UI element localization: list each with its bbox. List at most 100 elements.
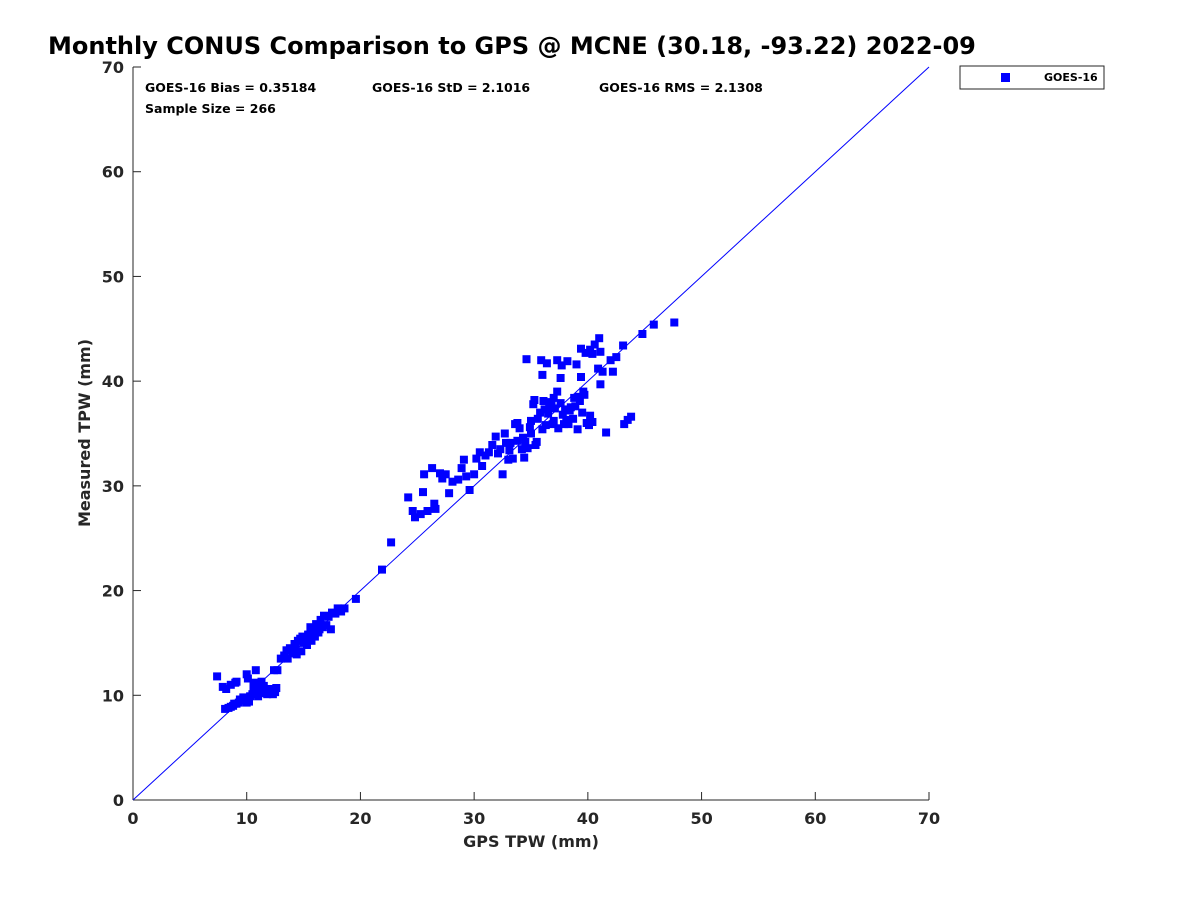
data-point (245, 697, 253, 706)
data-point (581, 348, 590, 357)
data-point (540, 405, 549, 414)
data-point (438, 474, 447, 483)
data-point (554, 424, 563, 433)
data-point (491, 432, 500, 441)
data-point (619, 341, 628, 350)
data-point (596, 347, 605, 356)
data-point (562, 415, 571, 424)
legend-box (959, 65, 1105, 90)
y-tick-label: 30 (102, 477, 124, 496)
data-point (307, 636, 316, 645)
data-point (324, 612, 333, 621)
data-point (331, 609, 340, 618)
data-point (649, 320, 658, 329)
data-point (312, 620, 321, 629)
data-point (243, 674, 252, 683)
data-point (488, 441, 497, 449)
data-point (340, 604, 349, 613)
x-tick-label: 40 (577, 809, 599, 828)
data-point (309, 626, 318, 635)
data-point (498, 470, 507, 479)
data-point (602, 428, 611, 437)
data-point (472, 454, 481, 463)
data-point (574, 392, 583, 401)
data-point (523, 444, 532, 453)
data-point (561, 405, 570, 414)
data-point (627, 412, 636, 421)
data-point (506, 438, 515, 447)
data-point (258, 689, 267, 698)
data-point (565, 406, 574, 415)
goes16-points (213, 318, 679, 713)
data-point (297, 647, 306, 656)
data-point (577, 344, 585, 353)
data-point (470, 470, 479, 479)
data-point (249, 678, 258, 687)
data-point (515, 424, 524, 433)
data-point (502, 438, 510, 447)
data-point (322, 621, 331, 630)
data-point (484, 448, 493, 457)
data-point (544, 409, 553, 418)
data-point (213, 672, 222, 681)
data-point (436, 469, 444, 478)
data-point (404, 493, 413, 502)
data-point (288, 649, 297, 658)
data-point (548, 420, 557, 429)
data-point (557, 361, 566, 370)
data-point (478, 462, 487, 470)
data-point (530, 396, 539, 404)
data-point (298, 632, 307, 641)
data-point (423, 507, 432, 515)
data-point (527, 416, 535, 425)
data-point (260, 685, 269, 693)
x-tick-label: 0 (127, 809, 138, 828)
data-point (454, 475, 463, 484)
data-point (549, 393, 558, 402)
data-point (588, 349, 597, 358)
legend-marker-goes16 (1001, 73, 1010, 82)
data-point (536, 408, 545, 417)
x-tick-label: 60 (804, 809, 826, 828)
data-point (251, 666, 260, 675)
data-point (257, 677, 266, 686)
data-point (411, 513, 419, 522)
data-point (577, 373, 585, 381)
plot-area (132, 67, 929, 801)
data-point (387, 538, 396, 547)
data-point (508, 454, 517, 463)
data-point (538, 425, 547, 434)
data-point (563, 357, 572, 366)
data-point (556, 374, 565, 382)
data-point (445, 489, 454, 498)
data-point (419, 488, 427, 497)
data-point (310, 632, 319, 641)
data-point (571, 402, 580, 411)
data-point (251, 688, 260, 697)
x-axis: 0 10 20 30 40 50 60 70 (127, 792, 940, 828)
y-tick-label: 70 (102, 58, 124, 77)
data-point (527, 429, 535, 438)
data-point (569, 414, 578, 423)
data-point (558, 410, 567, 419)
data-point (620, 420, 629, 429)
data-point (462, 472, 471, 481)
data-point (232, 677, 241, 686)
data-point (420, 470, 429, 479)
data-point (430, 499, 439, 508)
data-point (271, 685, 280, 693)
data-point (525, 423, 534, 432)
data-point (586, 345, 595, 354)
data-point (431, 504, 440, 513)
data-point (521, 437, 530, 446)
data-point (351, 594, 360, 603)
x-tick-label: 50 (690, 809, 712, 828)
data-point (457, 464, 466, 473)
data-point (560, 420, 568, 429)
data-point (520, 453, 529, 462)
data-point (408, 507, 417, 515)
data-point (612, 353, 621, 362)
data-point (598, 367, 607, 376)
legend: GOES-16 (959, 65, 1105, 90)
data-point (465, 486, 474, 494)
